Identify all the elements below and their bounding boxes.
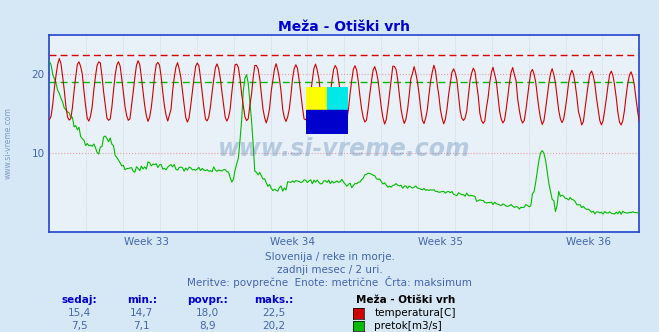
Title: Meža - Otiški vrh: Meža - Otiški vrh <box>278 20 411 34</box>
Text: www.si-vreme.com: www.si-vreme.com <box>218 137 471 161</box>
Bar <box>327 87 347 111</box>
Text: 14,7: 14,7 <box>130 308 154 318</box>
Text: 15,4: 15,4 <box>67 308 91 318</box>
Text: 20,2: 20,2 <box>262 321 285 331</box>
Text: zadnji mesec / 2 uri.: zadnji mesec / 2 uri. <box>277 265 382 275</box>
Text: 7,5: 7,5 <box>71 321 88 331</box>
Bar <box>306 87 327 111</box>
Text: 7,1: 7,1 <box>133 321 150 331</box>
Text: povpr.:: povpr.: <box>187 295 228 305</box>
Text: pretok[m3/s]: pretok[m3/s] <box>374 321 442 331</box>
Bar <box>306 111 347 134</box>
Text: maks.:: maks.: <box>254 295 293 305</box>
Text: Meritve: povprečne  Enote: metrične  Črta: maksimum: Meritve: povprečne Enote: metrične Črta:… <box>187 276 472 288</box>
Text: 18,0: 18,0 <box>196 308 219 318</box>
Text: sedaj:: sedaj: <box>61 295 97 305</box>
Text: www.si-vreme.com: www.si-vreme.com <box>3 107 13 179</box>
Text: Meža - Otiški vrh: Meža - Otiški vrh <box>356 295 455 305</box>
Text: min.:: min.: <box>127 295 157 305</box>
Text: 8,9: 8,9 <box>199 321 216 331</box>
Text: temperatura[C]: temperatura[C] <box>374 308 456 318</box>
Text: 22,5: 22,5 <box>262 308 285 318</box>
Text: Slovenija / reke in morje.: Slovenija / reke in morje. <box>264 252 395 262</box>
